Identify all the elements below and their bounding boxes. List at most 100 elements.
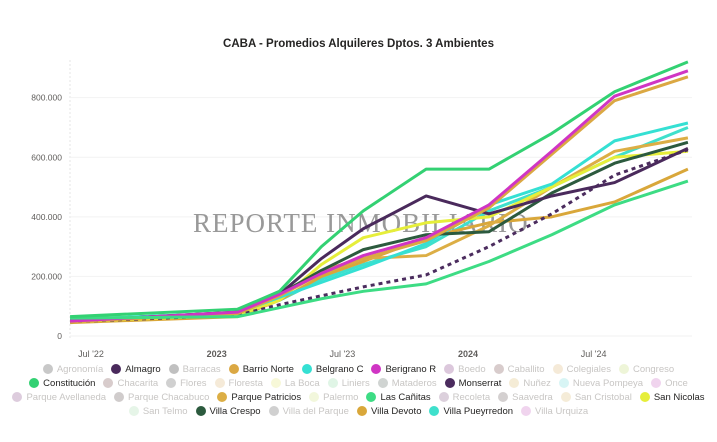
- legend-item[interactable]: Constitución: [29, 378, 95, 389]
- legend-marker-icon: [195, 406, 206, 416]
- legend-item[interactable]: Congreso: [618, 364, 674, 375]
- legend-label: Berigrano R: [385, 363, 437, 375]
- legend-label: Villa Devoto: [370, 405, 422, 417]
- series-line-berigrano-r[interactable]: [70, 69, 689, 323]
- legend-marker-icon: [228, 364, 239, 374]
- legend-item[interactable]: Nuñez: [509, 377, 551, 389]
- legend-item[interactable]: Barrio Norte: [228, 364, 294, 375]
- legend-marker-icon: [128, 406, 139, 416]
- legend-marker-icon: [270, 378, 281, 388]
- legend-label: Parque Patricios: [231, 391, 302, 403]
- legend-label: Monserrat: [458, 377, 502, 389]
- legend-label: Nuñez: [523, 377, 551, 389]
- legend-item[interactable]: Agronomía: [42, 363, 104, 375]
- legend-item[interactable]: Floresta: [214, 378, 263, 389]
- x-axis: Jul '22 2023 Jul '23 2024 Jul '24: [78, 349, 606, 359]
- x-tick-label: 2024: [458, 349, 478, 359]
- legend-item[interactable]: Liniers: [327, 377, 370, 389]
- legend-item[interactable]: Barracas: [168, 363, 221, 375]
- legend-label: Las Cañitas: [380, 391, 431, 403]
- y-axis: 0 200.000 400.000 600.000 800.000: [31, 93, 62, 341]
- legend-label: Villa del Parque: [282, 405, 349, 417]
- legend-item[interactable]: Colegiales: [552, 364, 611, 375]
- legend-label: Constitución: [43, 377, 96, 389]
- legend-item[interactable]: Palermo: [309, 392, 358, 403]
- legend-item[interactable]: Chacarita: [103, 378, 158, 389]
- legend-label: San Cristobal: [574, 391, 632, 403]
- legend-row: San Telmo Villa Crespo Villa del Parque Vil…: [0, 404, 717, 418]
- legend-marker-icon: [560, 392, 571, 402]
- series-line-monserrat[interactable]: [70, 148, 689, 324]
- series-line-las-ca-itas[interactable]: [70, 179, 689, 320]
- legend-item[interactable]: Saavedra: [498, 392, 553, 403]
- legend-label: Liniers: [341, 377, 370, 389]
- legend-label: Villa Crespo: [209, 405, 261, 417]
- legend-label: Mataderos: [391, 377, 437, 389]
- legend-marker-icon: [166, 378, 177, 388]
- legend-item[interactable]: Parque Patricios: [217, 392, 301, 403]
- y-tick-label: 600.000: [31, 152, 62, 162]
- legend-marker-icon: [12, 392, 23, 402]
- legend-label: Saavedra: [512, 391, 553, 403]
- legend-item[interactable]: San Telmo: [128, 406, 188, 417]
- legend-item[interactable]: Parque Chacabuco: [114, 392, 209, 403]
- y-tick-label: 0: [57, 331, 62, 341]
- legend-label: Once: [665, 377, 688, 389]
- legend-marker-icon: [444, 364, 455, 374]
- series-line-constituci-n[interactable]: [70, 60, 689, 319]
- legend-item[interactable]: Belgrano C: [301, 364, 363, 375]
- legend-item[interactable]: Boedo: [444, 364, 486, 375]
- series-line-san-nicolas[interactable]: [70, 149, 689, 324]
- legend-label: Flores: [180, 377, 207, 389]
- legend-label: Agronomía: [56, 363, 104, 375]
- y-tick-label: 200.000: [31, 271, 62, 281]
- legend-label: Recoleta: [452, 391, 491, 403]
- legend-item[interactable]: Monserrat: [444, 377, 502, 389]
- legend-marker-icon: [498, 392, 509, 402]
- legend-item[interactable]: Caballito: [493, 364, 545, 375]
- x-tick-label: 2023: [207, 349, 227, 359]
- legend-label: Parque Avellaneda: [26, 391, 107, 403]
- legend-item[interactable]: Mataderos: [377, 377, 437, 389]
- legend-marker-icon: [214, 378, 225, 388]
- legend-label: Palermo: [323, 391, 359, 403]
- legend-marker-icon: [639, 392, 650, 402]
- legend-item[interactable]: Las Cañitas: [366, 391, 431, 403]
- legend-marker-icon: [493, 364, 504, 374]
- legend-item[interactable]: La Boca: [270, 377, 320, 389]
- legend-item[interactable]: Villa del Parque: [268, 405, 349, 417]
- legend-label: La Boca: [284, 377, 320, 389]
- legend-label: Villa Pueyrredon: [443, 405, 514, 417]
- legend-marker-icon: [111, 364, 122, 374]
- legend-marker-icon: [366, 392, 377, 402]
- legend-item[interactable]: Villa Pueyrredon: [429, 406, 513, 417]
- legend-item[interactable]: Villa Devoto: [356, 405, 422, 417]
- legend-marker-icon: [168, 364, 179, 374]
- legend-item[interactable]: San Nicolas: [639, 392, 705, 403]
- legend: Agronomía Almagro Barracas Barrio Norte Belg…: [0, 362, 717, 418]
- x-tick-label: Jul '24: [581, 349, 607, 359]
- legend-item[interactable]: Flores: [166, 377, 207, 389]
- legend-marker-icon: [356, 406, 367, 416]
- legend-marker-icon: [521, 406, 532, 416]
- legend-marker-icon: [301, 364, 312, 374]
- legend-marker-icon: [444, 378, 455, 388]
- legend-marker-icon: [29, 378, 40, 388]
- legend-marker-icon: [618, 364, 629, 374]
- legend-label: Nueva Pompeya: [572, 377, 644, 389]
- line-chart: 0 200.000 400.000 600.000 800.000 Jul '22 202…: [31, 60, 692, 359]
- legend-item[interactable]: Parque Avellaneda: [12, 392, 106, 403]
- legend-item[interactable]: Nueva Pompeya: [558, 377, 644, 389]
- legend-item[interactable]: San Cristobal: [560, 391, 632, 403]
- legend-item[interactable]: Once: [651, 378, 688, 389]
- legend-marker-icon: [377, 378, 388, 388]
- legend-item[interactable]: Berigrano R: [371, 364, 436, 375]
- legend-item[interactable]: Almagro: [111, 364, 161, 375]
- legend-item[interactable]: Recoleta: [438, 391, 491, 403]
- legend-item[interactable]: Villa Urquiza: [521, 406, 588, 417]
- y-tick-label: 400.000: [31, 212, 62, 222]
- legend-label: Barracas: [182, 363, 221, 375]
- legend-item[interactable]: Villa Crespo: [195, 405, 261, 417]
- legend-marker-icon: [438, 392, 449, 402]
- legend-marker-icon: [552, 364, 563, 374]
